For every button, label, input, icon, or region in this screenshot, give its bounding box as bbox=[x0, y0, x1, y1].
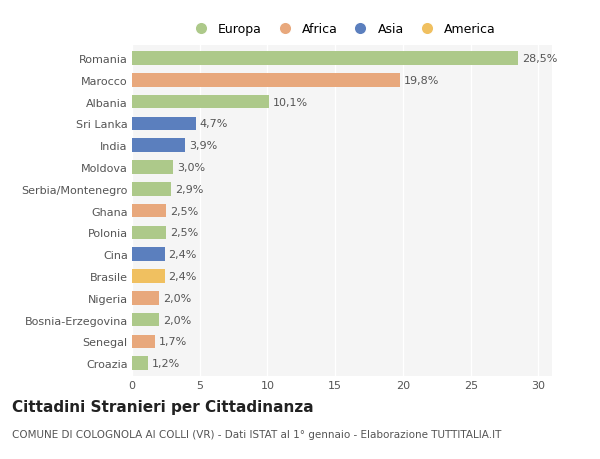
Bar bbox=[132, 139, 185, 153]
Text: 2,9%: 2,9% bbox=[175, 185, 204, 195]
Bar bbox=[132, 118, 196, 131]
Bar bbox=[132, 335, 155, 348]
Text: 3,0%: 3,0% bbox=[177, 162, 205, 173]
Text: 2,0%: 2,0% bbox=[163, 315, 191, 325]
Text: 3,9%: 3,9% bbox=[189, 141, 217, 151]
Text: 2,5%: 2,5% bbox=[170, 206, 198, 216]
Bar bbox=[132, 95, 269, 109]
Text: 1,7%: 1,7% bbox=[159, 336, 187, 347]
Legend: Europa, Africa, Asia, America: Europa, Africa, Asia, America bbox=[184, 19, 500, 39]
Text: COMUNE DI COLOGNOLA AI COLLI (VR) - Dati ISTAT al 1° gennaio - Elaborazione TUTT: COMUNE DI COLOGNOLA AI COLLI (VR) - Dati… bbox=[12, 429, 502, 439]
Text: 4,7%: 4,7% bbox=[200, 119, 228, 129]
Text: 28,5%: 28,5% bbox=[522, 54, 557, 64]
Text: 2,5%: 2,5% bbox=[170, 228, 198, 238]
Text: 19,8%: 19,8% bbox=[404, 76, 440, 86]
Bar bbox=[132, 161, 173, 174]
Bar bbox=[132, 248, 164, 261]
Bar bbox=[132, 52, 518, 66]
Text: 1,2%: 1,2% bbox=[152, 358, 181, 368]
Bar bbox=[132, 357, 148, 370]
Text: 10,1%: 10,1% bbox=[273, 97, 308, 107]
Text: 2,4%: 2,4% bbox=[169, 250, 197, 260]
Bar bbox=[132, 204, 166, 218]
Bar bbox=[132, 226, 166, 240]
Bar bbox=[132, 291, 159, 305]
Bar bbox=[132, 74, 400, 87]
Text: Cittadini Stranieri per Cittadinanza: Cittadini Stranieri per Cittadinanza bbox=[12, 399, 314, 414]
Text: 2,0%: 2,0% bbox=[163, 293, 191, 303]
Bar bbox=[132, 183, 171, 196]
Text: 2,4%: 2,4% bbox=[169, 271, 197, 281]
Bar bbox=[132, 269, 164, 283]
Bar bbox=[132, 313, 159, 327]
